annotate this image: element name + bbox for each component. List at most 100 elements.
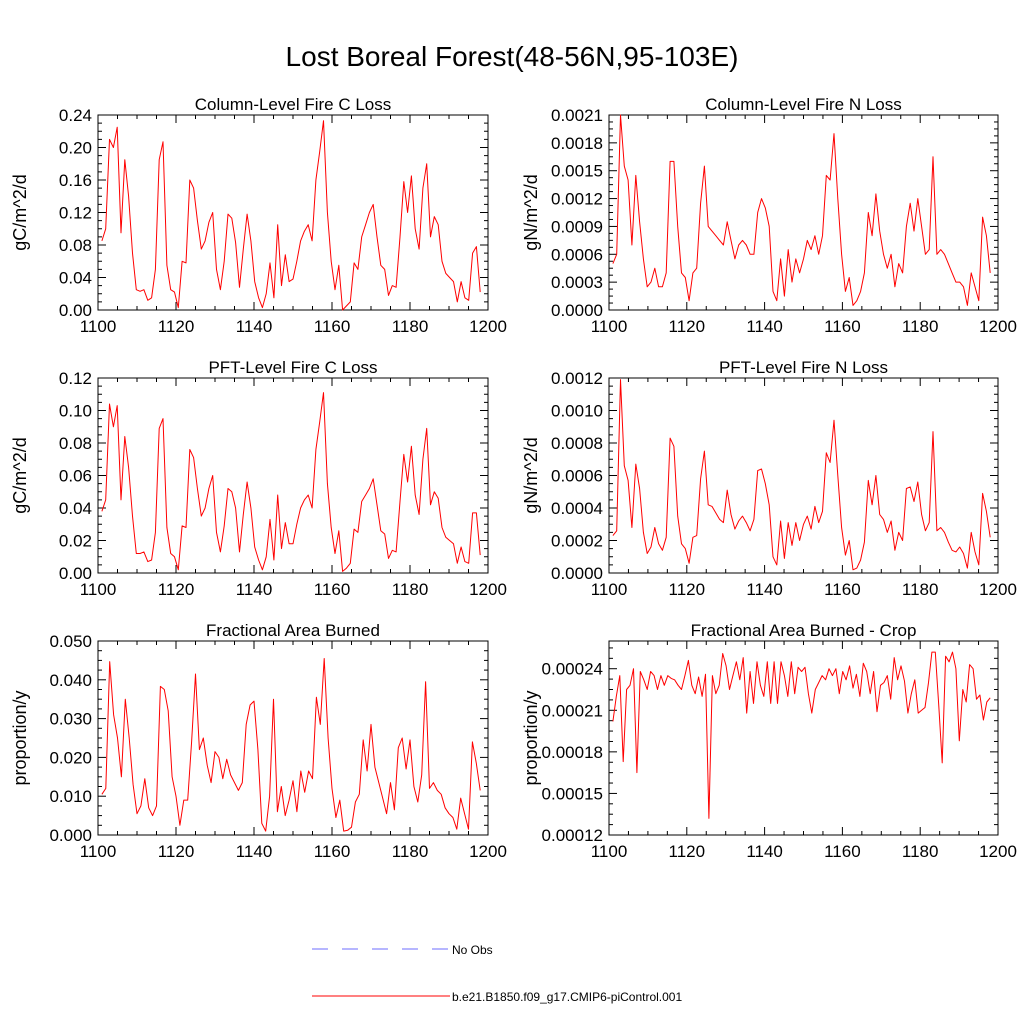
x-tick-label: 1120 xyxy=(158,580,195,599)
y-tick-label: 0.16 xyxy=(59,171,92,190)
plot-frame xyxy=(608,640,999,836)
x-tick-label: 1200 xyxy=(979,580,1017,599)
panel-title: Column-Level Fire N Loss xyxy=(705,95,902,114)
x-tick-label: 1140 xyxy=(236,317,273,336)
y-axis-label: gC/m^2/d xyxy=(10,437,30,513)
y-tick-label: 0.20 xyxy=(59,139,92,158)
y-axis-label: proportion/y xyxy=(10,690,30,785)
x-tick-label: 1140 xyxy=(236,842,273,861)
y-tick-label: 0.0021 xyxy=(551,106,603,125)
y-tick-label: 0.0012 xyxy=(551,369,603,388)
y-tick-label: 0.040 xyxy=(49,671,92,690)
panel-title: PFT-Level Fire C Loss xyxy=(208,358,377,377)
legend: No Obs b.e21.B1850.f09_g17.CMIP6-piContr… xyxy=(312,943,682,1004)
x-tick-label: 1100 xyxy=(80,317,117,336)
y-tick-label: 0.12 xyxy=(59,204,92,223)
x-tick-label: 1100 xyxy=(591,842,628,861)
y-tick-label: 0.0009 xyxy=(551,217,603,236)
chart-column-level-fire-c-loss: Column-Level Fire C Loss gC/m^2/d 1100 1120… xyxy=(10,95,507,336)
y-tick-label: 0.0018 xyxy=(551,134,603,153)
y-tick-label: 0.00 xyxy=(59,564,92,583)
y-tick-label: 0.08 xyxy=(59,236,92,255)
y-tick-label: 0.00021 xyxy=(542,701,603,720)
x-tick-label: 1200 xyxy=(979,842,1017,861)
y-tick-label: 0.08 xyxy=(59,434,92,453)
chart-panels: Column-Level Fire C Loss gC/m^2/d 1100 1120… xyxy=(10,95,1017,861)
series-line-b-e21-b1850-f09-g17-cmip6-picontrol-001 xyxy=(101,392,481,572)
x-tick-label: 1200 xyxy=(469,317,507,336)
plot-frame xyxy=(608,377,999,574)
x-tick-label: 1160 xyxy=(824,580,861,599)
y-tick-label: 0.010 xyxy=(49,787,92,806)
y-tick-label: 0.04 xyxy=(59,499,92,518)
legend-label-no-obs: No Obs xyxy=(452,943,493,957)
y-tick-label: 0.0002 xyxy=(551,532,603,551)
panel-title: PFT-Level Fire N Loss xyxy=(719,358,888,377)
y-tick-label: 0.000 xyxy=(49,826,92,845)
x-tick-label: 1120 xyxy=(669,842,706,861)
figure-title: Lost Boreal Forest(48-56N,95-103E) xyxy=(286,41,739,72)
y-axis-label: gC/m^2/d xyxy=(10,174,30,250)
x-tick-label: 1200 xyxy=(979,317,1017,336)
x-tick-label: 1120 xyxy=(158,317,195,336)
y-tick-label: 0.0000 xyxy=(551,301,603,320)
y-axis-label: gN/m^2/d xyxy=(521,437,541,513)
panel-title: Column-Level Fire C Loss xyxy=(195,95,392,114)
x-tick-label: 1120 xyxy=(669,580,706,599)
x-tick-label: 1100 xyxy=(591,317,628,336)
y-tick-label: 0.12 xyxy=(59,369,92,388)
plot-frame xyxy=(608,114,999,311)
y-tick-label: 0.0006 xyxy=(551,245,603,264)
y-tick-label: 0.10 xyxy=(59,402,92,421)
x-tick-label: 1180 xyxy=(392,842,429,861)
x-tick-label: 1180 xyxy=(902,317,939,336)
chart-pft-level-fire-n-loss: PFT-Level Fire N Loss gN/m^2/d 1100 1120 114… xyxy=(521,358,1017,599)
x-tick-label: 1160 xyxy=(314,842,351,861)
y-tick-label: 0.0012 xyxy=(551,190,603,209)
y-tick-label: 0.0015 xyxy=(551,162,603,181)
y-tick-label: 0.030 xyxy=(49,710,92,729)
chart-pft-level-fire-c-loss: PFT-Level Fire C Loss gC/m^2/d 1100 1120 114… xyxy=(10,358,507,599)
y-tick-label: 0.24 xyxy=(59,106,92,125)
x-tick-label: 1160 xyxy=(824,842,861,861)
x-tick-label: 1100 xyxy=(80,580,117,599)
x-tick-label: 1180 xyxy=(392,317,429,336)
x-tick-label: 1120 xyxy=(158,842,195,861)
x-tick-label: 1160 xyxy=(314,317,351,336)
y-tick-label: 0.0003 xyxy=(551,273,603,292)
series-line-b-e21-b1850-f09-g17-cmip6-picontrol-001 xyxy=(612,651,991,819)
chart-column-level-fire-n-loss: Column-Level Fire N Loss gN/m^2/d 1100 1120… xyxy=(521,95,1017,336)
chart-fractional-area-burned-crop: Fractional Area Burned - Crop proportion/… xyxy=(521,621,1017,861)
x-tick-label: 1160 xyxy=(314,580,351,599)
x-tick-label: 1200 xyxy=(469,842,507,861)
y-tick-label: 0.0010 xyxy=(551,402,603,421)
y-tick-label: 0.0008 xyxy=(551,434,603,453)
x-tick-label: 1120 xyxy=(669,317,706,336)
y-tick-label: 0.04 xyxy=(59,269,92,288)
legend-entry-model: b.e21.B1850.f09_g17.CMIP6-piControl.001 xyxy=(312,990,682,1004)
x-tick-label: 1140 xyxy=(236,580,273,599)
y-tick-label: 0.0006 xyxy=(551,467,603,486)
panel-title: Fractional Area Burned - Crop xyxy=(691,621,917,640)
y-tick-label: 0.00018 xyxy=(542,743,603,762)
series-line-b-e21-b1850-f09-g17-cmip6-picontrol-001 xyxy=(101,658,481,832)
y-tick-label: 0.00 xyxy=(59,301,92,320)
x-tick-label: 1200 xyxy=(469,580,507,599)
y-tick-label: 0.00024 xyxy=(542,660,603,679)
x-tick-label: 1180 xyxy=(902,580,939,599)
x-tick-label: 1140 xyxy=(746,317,783,336)
legend-label-model: b.e21.B1850.f09_g17.CMIP6-piControl.001 xyxy=(452,990,682,1004)
y-axis-label: proportion/y xyxy=(521,690,541,785)
y-tick-label: 0.06 xyxy=(59,467,92,486)
chart-fractional-area-burned: Fractional Area Burned proportion/y 1100 11… xyxy=(10,621,507,861)
x-tick-label: 1100 xyxy=(591,580,628,599)
y-tick-label: 0.02 xyxy=(59,532,92,551)
x-tick-label: 1180 xyxy=(902,842,939,861)
y-axis-label: gN/m^2/d xyxy=(521,174,541,250)
y-tick-label: 0.0004 xyxy=(551,499,603,518)
y-tick-label: 0.00012 xyxy=(542,826,603,845)
series-line-b-e21-b1850-f09-g17-cmip6-picontrol-001 xyxy=(101,120,481,311)
x-tick-label: 1140 xyxy=(746,580,783,599)
series-line-b-e21-b1850-f09-g17-cmip6-picontrol-001 xyxy=(612,379,991,571)
